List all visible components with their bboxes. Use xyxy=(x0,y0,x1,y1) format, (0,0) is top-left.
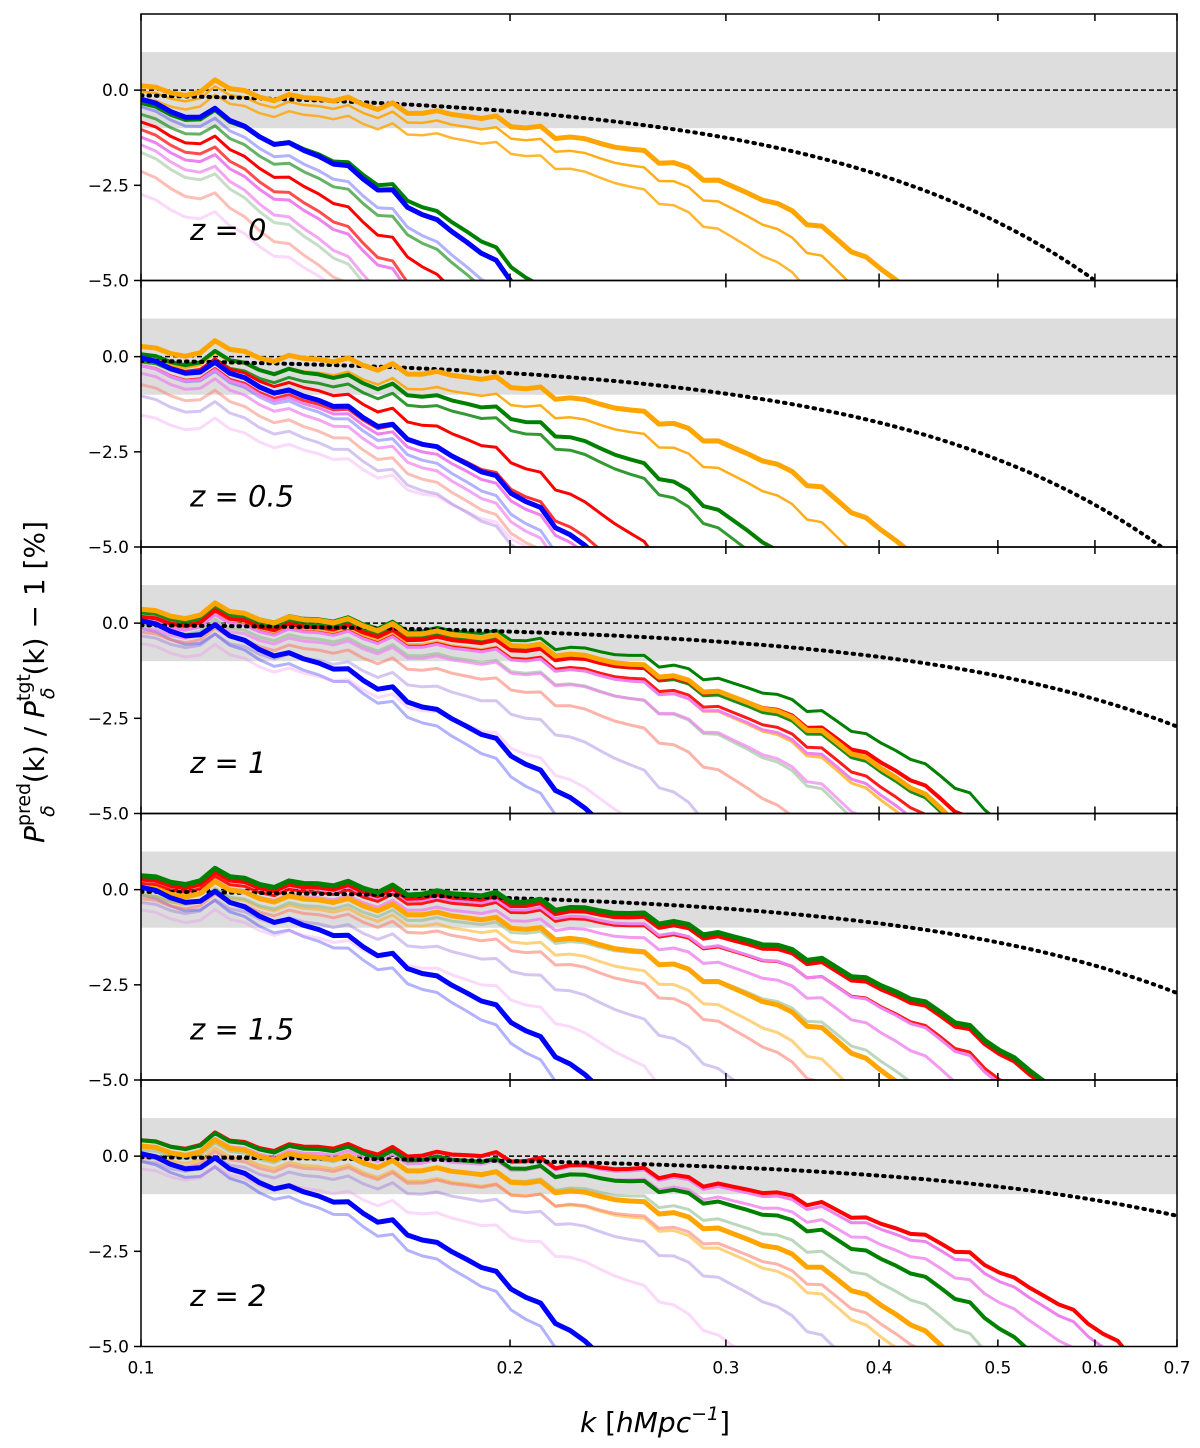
panel-5: 0.0 −2.5 −5.0 z = 2 xyxy=(88,1079,1178,1358)
x-tick-label: 0.4 xyxy=(866,1359,893,1379)
series-line-orange-1 xyxy=(141,600,950,814)
redshift-label: z = 1 xyxy=(189,746,266,780)
series-line-blue-2 xyxy=(141,626,557,814)
series-line-salmon-1 xyxy=(141,1149,919,1347)
series-line-reference-dotted xyxy=(141,358,1165,547)
series-line-green-1 xyxy=(141,865,1047,1080)
y-tick-label: −5.0 xyxy=(88,1338,129,1358)
series-line-green-2 xyxy=(141,112,477,281)
series-line-green-light xyxy=(141,151,364,281)
series-line-violet-2 xyxy=(141,143,371,281)
series-line-blue-1 xyxy=(141,618,595,814)
x-tick-label: 0.5 xyxy=(984,1359,1011,1379)
x-tick-label: 0.6 xyxy=(1081,1359,1108,1379)
series-line-red-1 xyxy=(141,870,1041,1080)
series-line-green-2 xyxy=(141,357,747,547)
series-group xyxy=(141,600,1177,814)
y-axis-title: Ppred δ(k) / Ptgt δ(k) − 1 [%] xyxy=(13,521,59,843)
series-line-red-1 xyxy=(141,120,446,281)
y-tick-label: 0.0 xyxy=(102,81,129,101)
y-tick-label: −5.0 xyxy=(88,1071,129,1091)
redshift-label: z = 0 xyxy=(189,213,266,247)
panel-2: 0.0 −2.5 −5.0 z = 0.5 xyxy=(88,279,1178,558)
y-tick-label: −2.5 xyxy=(88,443,129,463)
y-tick-label: −2.5 xyxy=(88,1242,129,1262)
series-line-reference-dotted xyxy=(141,889,1177,995)
redshift-label: z = 0.5 xyxy=(189,480,294,514)
series-line-orange-2 xyxy=(141,85,850,281)
x-tick-label: 0.3 xyxy=(712,1359,739,1379)
panel-4: 0.0 −2.5 −5.0 z = 1.5 xyxy=(88,812,1178,1091)
series-line-orange-3 xyxy=(141,93,802,281)
y-tick-label: −5.0 xyxy=(88,272,129,292)
series-line-blue-1 xyxy=(141,96,514,281)
series-line-pink-light xyxy=(141,642,625,814)
redshift-label: z = 1.5 xyxy=(189,1013,294,1047)
series-line-pink-light xyxy=(141,1164,736,1347)
series-line-green-1 xyxy=(141,1131,1028,1347)
y-tick-label: 0.0 xyxy=(102,348,129,368)
series-line-red-1 xyxy=(141,1130,1125,1347)
series-group xyxy=(141,1130,1177,1347)
panel-1: 0.0 −2.5 −5.0 z = 0 xyxy=(88,13,1178,292)
panel-3: 0.0 −2.5 −5.0 z = 1 xyxy=(88,546,1178,825)
y-tick-label: 0.0 xyxy=(102,614,129,634)
series-line-purple-light xyxy=(141,632,700,814)
series-line-orange-1 xyxy=(141,1137,946,1347)
series-line-pink-light xyxy=(141,413,533,547)
series-line-red-1 xyxy=(141,356,650,547)
series-group xyxy=(141,865,1177,1080)
series-line-violet-1 xyxy=(141,135,403,281)
series-line-reference-dotted xyxy=(141,623,1177,729)
series-line-red-2 xyxy=(141,128,409,281)
y-tick-label: −2.5 xyxy=(88,976,129,996)
x-axis-title: k [hMpc−1] xyxy=(580,1403,730,1439)
x-tick-label: 0.1 xyxy=(127,1359,154,1379)
x-tick-label: 0.2 xyxy=(497,1359,524,1379)
y-tick-label: 0.0 xyxy=(102,881,129,901)
series-line-blue-1 xyxy=(141,884,595,1080)
series-line-blue-1 xyxy=(141,1151,595,1347)
series-line-purple-light xyxy=(141,898,736,1080)
y-tick-label: 0.0 xyxy=(102,1147,129,1167)
series-line-violet-2 xyxy=(141,621,860,814)
y-tick-label: −2.5 xyxy=(88,709,129,729)
series-line-violet-1 xyxy=(141,613,909,814)
series-line-orange-1 xyxy=(141,338,908,547)
y-tick-label: −2.5 xyxy=(88,176,129,196)
series-line-violet-2 xyxy=(141,371,549,547)
series-line-salmon-1 xyxy=(141,170,346,281)
series-line-green-1 xyxy=(141,348,776,547)
series-line-violet-1 xyxy=(141,364,580,547)
panel-frame xyxy=(140,1079,1178,1348)
series-line-purple-light xyxy=(141,1154,836,1347)
series-line-pink-light xyxy=(141,907,657,1080)
series-line-blue-2 xyxy=(141,105,487,281)
series-line-orange-1 xyxy=(141,77,901,281)
series-line-purple-light xyxy=(141,394,518,547)
x-tick-label: 0.7 xyxy=(1163,1359,1190,1379)
series-line-blue-1 xyxy=(141,355,591,547)
series-line-pink-light xyxy=(141,192,328,281)
series-line-salmon-1 xyxy=(141,383,539,547)
series-line-blue-2 xyxy=(141,1159,557,1347)
redshift-label: z = 2 xyxy=(189,1279,266,1313)
series-group xyxy=(141,77,1099,281)
series-line-orange-2 xyxy=(141,888,846,1080)
series-line-blue-2 xyxy=(141,893,557,1080)
series-line-orange-1 xyxy=(141,878,899,1080)
y-tick-label: −5.0 xyxy=(88,805,129,825)
series-line-salmon-1 xyxy=(141,892,819,1080)
series-group xyxy=(141,338,1165,547)
y-tick-label: −5.0 xyxy=(88,538,129,558)
series-line-green-light xyxy=(141,887,911,1080)
